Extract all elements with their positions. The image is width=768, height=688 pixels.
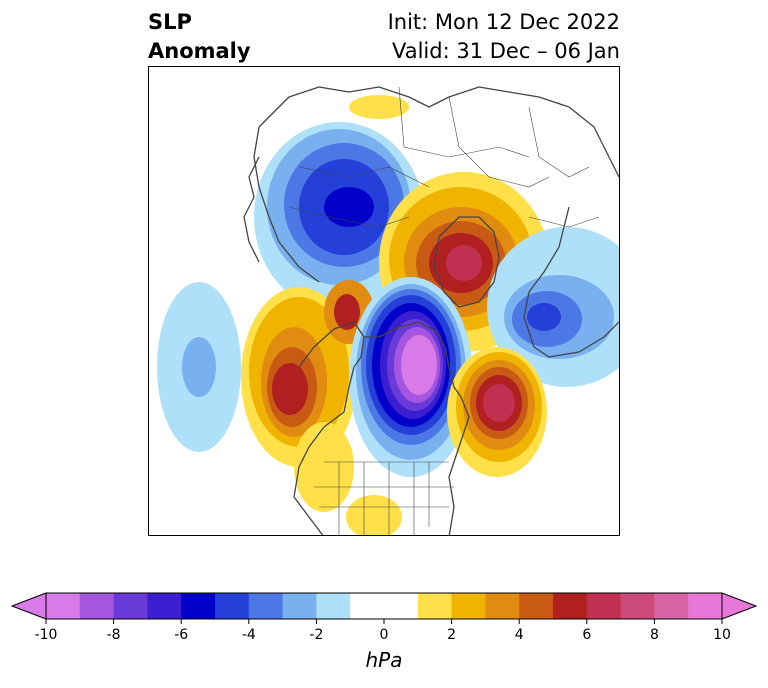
contour-pacific-pos5 — [272, 363, 308, 415]
contour-na-neg9 — [401, 335, 437, 395]
colorbar-segment — [79, 593, 114, 619]
contour-south-pos — [346, 495, 402, 535]
colorbar-extend-low — [10, 592, 47, 620]
colorbar-segment — [519, 593, 554, 619]
colorbar-segment — [553, 593, 588, 619]
colorbar-tick-label: 6 — [582, 627, 591, 643]
colorbar-ticks: -10 -8 -6 -4 -2 0 2 4 6 8 10 — [35, 619, 731, 643]
colorbar-unit-label: hPa — [365, 648, 403, 672]
contour-greenland-pos6 — [446, 245, 482, 281]
contour-top-pos — [349, 95, 409, 119]
anomaly-contours — [157, 95, 619, 535]
colorbar-segment — [181, 593, 216, 619]
colorbar-segment — [113, 593, 148, 619]
colorbar-segment — [46, 593, 81, 619]
colorbar-tick-label: -8 — [107, 627, 121, 643]
valid-range: Valid: 31 Dec – 06 Jan — [391, 39, 620, 63]
contour-atlantic-pos6 — [483, 384, 515, 422]
colorbar-segment — [485, 593, 520, 619]
colorbar-segment — [451, 593, 486, 619]
contour-west-neg2 — [182, 337, 216, 397]
colorbar-segment — [586, 593, 621, 619]
colorbar-segment — [654, 593, 689, 619]
colorbar-tick-label: -4 — [242, 627, 256, 643]
map-title: SLP Anomaly — [148, 8, 251, 66]
colorbar-tick-label: -10 — [35, 627, 58, 643]
borders — [288, 86, 600, 535]
colorbar-segment — [282, 593, 317, 619]
colorbar-tick-label: -2 — [309, 627, 323, 643]
colorbar-segment — [248, 593, 283, 619]
colorbar-tick-label: 2 — [447, 627, 456, 643]
colorbar-tick-label: 0 — [380, 627, 389, 643]
title-line-2: Anomaly — [148, 39, 251, 63]
contour-us-pos — [294, 422, 354, 512]
colorbar-segment — [688, 593, 723, 619]
colorbar-segment — [620, 593, 655, 619]
slp-anomaly-map — [157, 86, 619, 535]
colorbar-segment — [350, 593, 385, 619]
init-date: Init: Mon 12 Dec 2022 — [387, 10, 620, 34]
colorbar-tick-label: 8 — [650, 627, 659, 643]
colorbar: -10 -8 -6 -4 -2 0 2 4 6 8 10 — [10, 592, 758, 643]
colorbar-extend-high — [721, 592, 758, 620]
colorbar-tick-label: -6 — [174, 627, 188, 643]
contour-bering-pos2 — [334, 294, 360, 330]
colorbar-segment — [215, 593, 250, 619]
forecast-dates: Init: Mon 12 Dec 2022 Valid: 31 Dec – 06… — [388, 8, 620, 66]
colorbar-tick-label: 4 — [515, 627, 524, 643]
title-line-1: SLP — [148, 10, 192, 34]
colorbar-segment — [384, 593, 419, 619]
contour-europe-neg4 — [527, 303, 561, 331]
map-panel — [148, 66, 620, 536]
contour-siberia-neg5 — [324, 187, 374, 227]
colorbar-segment — [417, 593, 452, 619]
colorbar-segment — [147, 593, 182, 619]
colorbar-segments — [10, 592, 758, 620]
colorbar-segment — [316, 593, 351, 619]
colorbar-tick-label: 10 — [713, 627, 731, 643]
